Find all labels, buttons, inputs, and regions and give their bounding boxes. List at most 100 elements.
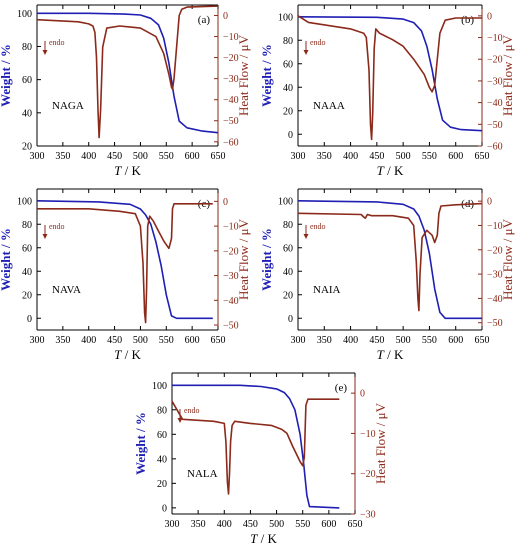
x-tick-label: 550 [295, 519, 310, 530]
right-y-tick-label: 0 [487, 11, 492, 22]
left-y-tick-label: 0 [27, 314, 32, 325]
x-tick-label: 300 [30, 335, 45, 346]
left-y-tick-label: 40 [157, 454, 167, 465]
panel-a: 300 350 400 450 500 550 600 650 20 40 60 80 100 0 −10 −… [0, 4, 251, 178]
right-y-axis-title: Heat Flow / μV [500, 34, 515, 116]
x-tick-label: 350 [317, 335, 332, 346]
right-y-tick-label: 0 [360, 389, 365, 400]
left-y-tick-label: 40 [283, 267, 293, 278]
right-y-tick-label: −40 [223, 95, 239, 106]
right-y-tick-label: −40 [487, 98, 503, 109]
right-y-axis-title: Heat Flow / μV [500, 218, 515, 300]
x-axis-title: T / K [114, 163, 141, 178]
x-tick-label: 500 [396, 335, 411, 346]
sample-label: NAVA [52, 284, 81, 296]
left-y-tick-label: 0 [288, 314, 293, 325]
sample-label: NALA [187, 468, 218, 480]
left-y-tick-label: 60 [157, 430, 167, 441]
right-y-tick-label: −50 [487, 120, 503, 131]
x-tick-label: 600 [185, 335, 200, 346]
left-y-axis-title: Weight / % [259, 228, 274, 291]
right-y-tick-label: −20 [360, 469, 376, 480]
right-y-tick-label: −40 [223, 296, 239, 307]
x-tick-label: 400 [343, 335, 358, 346]
right-y-tick-label: −10 [487, 33, 503, 44]
x-tick-label: 400 [81, 335, 96, 346]
x-axis-title: T / K [377, 347, 404, 362]
left-y-tick-label: 20 [283, 106, 293, 117]
left-y-tick-label: 60 [283, 243, 293, 254]
x-tick-label: 500 [396, 151, 411, 162]
right-y-tick-label: 0 [223, 11, 228, 22]
endo-arrowhead [303, 50, 309, 55]
left-y-tick-label: 40 [22, 108, 32, 119]
right-y-tick-label: −10 [360, 429, 376, 440]
left-y-tick-label: 20 [283, 290, 293, 301]
left-y-tick-label: 20 [22, 142, 32, 153]
right-y-tick-label: −30 [360, 510, 376, 521]
left-y-axis-title: Weight / % [259, 44, 274, 107]
panel-c: 300 350 400 450 500 550 600 650 0 20 40 60 80 100 0 −10… [0, 188, 251, 362]
left-y-tick-label: 20 [22, 290, 32, 301]
x-tick-label: 400 [217, 519, 232, 530]
right-y-tick-label: −20 [223, 53, 239, 64]
left-y-tick-label: 0 [288, 130, 293, 141]
endo-label: endo [49, 222, 65, 231]
x-tick-label: 300 [30, 151, 45, 162]
panel-b: 300 350 400 450 500 550 600 650 0 20 40 60 80 100 0 −10… [259, 4, 515, 178]
x-tick-label: 600 [448, 335, 463, 346]
panel-label: (e) [335, 382, 348, 394]
right-y-tick-label: −30 [487, 270, 503, 281]
left-y-tick-label: 100 [152, 381, 167, 392]
x-tick-label: 350 [55, 335, 70, 346]
x-tick-label: 650 [348, 519, 363, 530]
left-y-tick-label: 80 [283, 36, 293, 47]
x-tick-label: 350 [317, 151, 332, 162]
left-y-tick-label: 40 [22, 267, 32, 278]
endo-arrowhead [177, 418, 183, 423]
right-y-tick-label: −30 [223, 74, 239, 85]
x-axis-title: T / K [250, 531, 277, 546]
sample-label: NAGA [52, 100, 84, 112]
right-y-tick-label: −60 [223, 137, 239, 148]
x-axis-unit: / K [257, 531, 277, 546]
x-axis-unit: / K [384, 163, 404, 178]
weight-curve [297, 16, 483, 132]
x-tick-label: 450 [369, 151, 384, 162]
right-y-tick-label: −50 [223, 321, 239, 332]
endo-label: endo [49, 38, 65, 47]
right-y-axis-title: Heat Flow / μV [236, 218, 251, 300]
right-y-tick-label: −20 [223, 246, 239, 257]
x-axis-unit: / K [384, 347, 404, 362]
x-tick-label: 600 [448, 151, 463, 162]
x-tick-label: 550 [159, 151, 174, 162]
right-y-tick-label: −50 [487, 318, 503, 329]
right-y-tick-label: −30 [487, 76, 503, 87]
x-tick-label: 300 [165, 519, 180, 530]
x-axis-symbol: T [377, 347, 385, 362]
heat-flow-curve [297, 15, 482, 141]
x-tick-label: 550 [422, 335, 437, 346]
right-y-tick-label: −50 [223, 116, 239, 127]
x-tick-label: 600 [321, 519, 336, 530]
x-axis-unit: / K [121, 163, 141, 178]
left-y-axis-title: Weight / % [0, 44, 13, 107]
x-tick-label: 400 [343, 151, 358, 162]
left-y-tick-label: 80 [157, 405, 167, 416]
panel-d: 300 350 400 450 500 550 600 650 0 20 40 60 80 100 0 −10… [259, 188, 515, 362]
right-y-tick-label: 0 [223, 197, 228, 208]
right-y-tick-label: −30 [223, 271, 239, 282]
right-y-axis-title: Heat Flow / μV [373, 402, 388, 484]
x-tick-label: 550 [422, 151, 437, 162]
x-axis-unit: / K [121, 347, 141, 362]
endo-label: endo [184, 406, 200, 415]
endo-arrowhead [303, 234, 309, 239]
x-tick-label: 450 [369, 335, 384, 346]
left-y-tick-label: 100 [278, 196, 293, 207]
heat-flow-curve [36, 5, 219, 139]
right-y-tick-label: −20 [487, 245, 503, 256]
panel-label: (a) [198, 14, 211, 26]
x-axis-symbol: T [250, 531, 258, 546]
x-tick-label: 300 [291, 335, 306, 346]
heat-flow-curve [171, 398, 340, 495]
